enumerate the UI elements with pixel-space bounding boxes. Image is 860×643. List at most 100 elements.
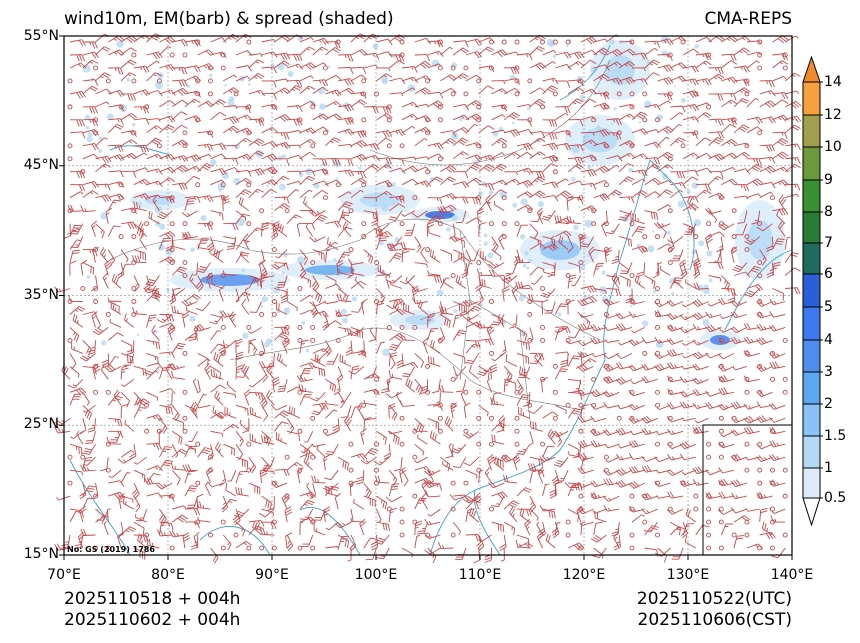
wind-barb bbox=[657, 151, 674, 160]
wind-barb bbox=[667, 388, 684, 395]
wind-barb bbox=[350, 99, 367, 108]
wind-barb bbox=[123, 313, 135, 328]
wind-barb bbox=[509, 314, 518, 329]
wind-barb bbox=[476, 208, 485, 224]
wind-barb bbox=[312, 190, 329, 199]
wind-barb bbox=[95, 183, 111, 191]
wind-barb bbox=[440, 130, 457, 137]
wind-barb bbox=[226, 236, 237, 251]
wind-barb bbox=[376, 73, 393, 82]
wind-barb bbox=[414, 54, 430, 62]
wind-barb bbox=[171, 305, 185, 315]
calm-circle bbox=[770, 467, 775, 473]
wind-barb bbox=[235, 338, 243, 354]
wind-barb bbox=[336, 260, 344, 276]
wind-barb bbox=[388, 210, 403, 222]
wind-barb bbox=[491, 137, 508, 147]
wind-barb bbox=[82, 392, 90, 406]
wind-barb bbox=[417, 434, 428, 445]
wind-barb bbox=[745, 508, 760, 512]
wind-barb bbox=[761, 521, 773, 536]
wind-barb bbox=[411, 286, 428, 293]
calm-circle bbox=[744, 532, 750, 538]
spread-area bbox=[644, 100, 652, 109]
wind-barb bbox=[193, 262, 199, 276]
wind-barb bbox=[351, 301, 365, 313]
calm-circle bbox=[412, 195, 418, 201]
wind-barb bbox=[401, 126, 416, 134]
calm-circle bbox=[540, 104, 546, 110]
calm-circle bbox=[642, 519, 648, 525]
wind-barb bbox=[670, 112, 684, 121]
wind-barb bbox=[312, 86, 329, 95]
wind-barb bbox=[363, 447, 379, 458]
calm-circle bbox=[259, 545, 265, 551]
wind-barb bbox=[756, 455, 773, 463]
wind-barb bbox=[465, 217, 483, 225]
wind-barb bbox=[120, 495, 134, 503]
wind-barb bbox=[602, 469, 620, 476]
wind-barb bbox=[158, 367, 171, 380]
wind-barb bbox=[631, 190, 648, 199]
wind-barb bbox=[299, 75, 314, 82]
spread-area bbox=[342, 102, 350, 110]
wind-barb bbox=[302, 196, 313, 212]
wind-barb bbox=[513, 249, 521, 266]
wind-barb bbox=[120, 352, 134, 364]
calm-circle bbox=[476, 415, 482, 421]
wind-barb bbox=[376, 137, 393, 147]
wind-barb bbox=[618, 162, 635, 173]
wind-barb bbox=[615, 323, 633, 332]
wind-barb bbox=[69, 306, 86, 315]
wind-barb bbox=[606, 49, 623, 57]
calm-circle bbox=[718, 506, 724, 512]
wind-barb bbox=[772, 179, 789, 187]
wind-barb bbox=[286, 180, 302, 186]
wind-barb bbox=[670, 62, 687, 70]
calm-circle bbox=[527, 337, 533, 343]
wind-barb bbox=[772, 238, 785, 250]
wind-barb bbox=[389, 203, 406, 212]
wind-barb bbox=[683, 169, 699, 177]
wind-barb bbox=[657, 223, 667, 239]
wind-barb bbox=[274, 331, 290, 341]
wind-barb bbox=[139, 233, 147, 250]
wind-barb bbox=[705, 311, 722, 319]
calm-circle bbox=[450, 532, 456, 538]
wind-barb bbox=[401, 547, 413, 558]
calm-circle bbox=[514, 441, 520, 447]
wind-barb bbox=[619, 76, 636, 85]
wind-barb bbox=[478, 222, 487, 237]
wind-barb bbox=[784, 72, 801, 82]
wind-barb bbox=[337, 251, 352, 263]
calm-circle bbox=[284, 493, 290, 499]
wind-barb bbox=[785, 287, 801, 295]
wind-barb bbox=[363, 197, 378, 202]
calm-circle bbox=[169, 52, 175, 58]
wind-barb bbox=[159, 351, 175, 359]
wind-barb bbox=[120, 403, 129, 419]
wind-barb bbox=[156, 314, 173, 324]
spread-area bbox=[686, 189, 691, 194]
calm-circle bbox=[731, 208, 737, 214]
wind-barb bbox=[746, 178, 764, 187]
wind-barb bbox=[192, 378, 199, 393]
wind-barb bbox=[718, 478, 735, 487]
wind-barb bbox=[577, 339, 594, 347]
wind-barb bbox=[705, 390, 722, 397]
wind-barb bbox=[442, 460, 454, 471]
wind-barb bbox=[144, 477, 160, 485]
wind-barb bbox=[108, 170, 124, 178]
calm-circle bbox=[271, 545, 277, 551]
spread-area bbox=[228, 95, 235, 102]
calm-circle bbox=[757, 545, 763, 551]
wind-barb bbox=[67, 294, 83, 302]
calm-circle bbox=[501, 234, 507, 240]
spread-area bbox=[360, 192, 400, 208]
spread-area bbox=[673, 85, 676, 88]
calm-circle bbox=[629, 91, 635, 97]
wind-barb bbox=[602, 363, 620, 372]
spread-area bbox=[431, 59, 440, 68]
wind-barb bbox=[746, 126, 763, 134]
calm-circle bbox=[67, 143, 73, 149]
